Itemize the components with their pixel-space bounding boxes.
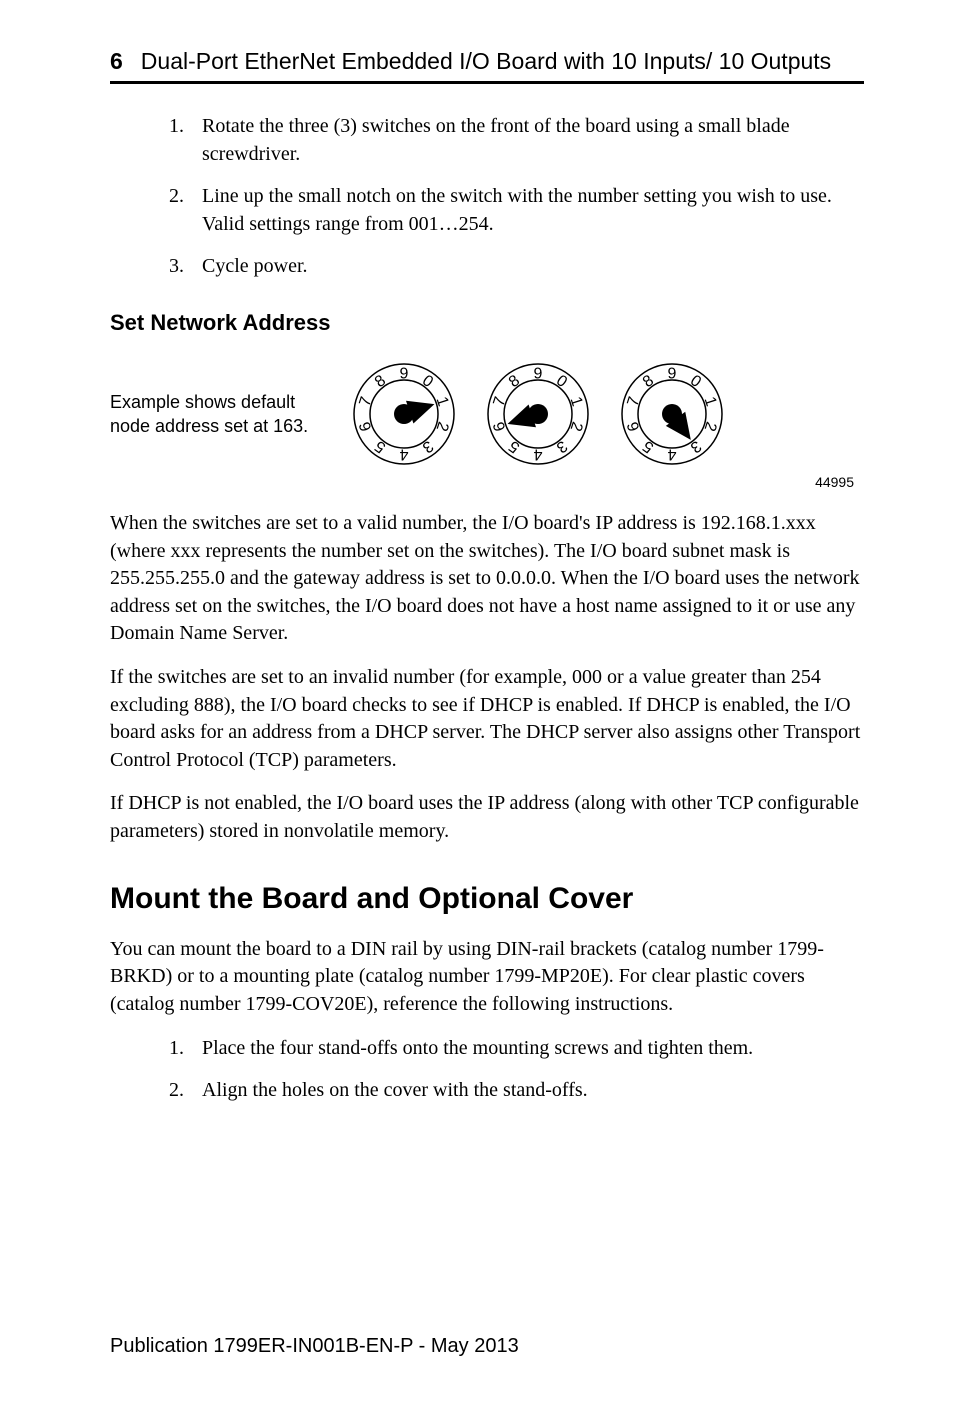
list-item: 1. Place the four stand-offs onto the mou…: [164, 1034, 864, 1062]
svg-text:3: 3: [419, 437, 436, 456]
page-number: 6: [110, 48, 123, 75]
svg-text:1: 1: [433, 395, 452, 409]
svg-text:5: 5: [640, 437, 657, 456]
list-item-text: Rotate the three (3) switches on the fro…: [202, 112, 864, 168]
svg-text:8: 8: [372, 372, 389, 391]
svg-text:6: 6: [490, 419, 509, 433]
dial-figure: Example shows default node address set a…: [110, 360, 864, 468]
list-item-text: Line up the small notch on the switch wi…: [202, 182, 864, 238]
rotary-dial-icon: 0 1 2 345 6 7 89: [618, 360, 726, 468]
svg-text:2: 2: [567, 419, 586, 433]
rotary-dial-icon: 0 1 2 345 6 7 89: [484, 360, 592, 468]
svg-text:2: 2: [433, 419, 452, 433]
list-item-number: 1.: [164, 1034, 184, 1062]
ordered-list-2: 1. Place the four stand-offs onto the mou…: [164, 1034, 864, 1104]
dial-caption-line: Example shows default: [110, 390, 320, 414]
list-item-text: Align the holes on the cover with the st…: [202, 1076, 588, 1104]
list-item: 2. Align the holes on the cover with the …: [164, 1076, 864, 1104]
svg-text:0: 0: [553, 372, 570, 391]
body-paragraph: If the switches are set to an invalid nu…: [110, 664, 864, 774]
svg-text:9: 9: [668, 366, 677, 383]
rotary-dial-icon: 0 1 2 345 6 7 89: [350, 360, 458, 468]
main-heading: Mount the Board and Optional Cover: [110, 882, 864, 916]
list-item-text: Cycle power.: [202, 252, 308, 280]
list-item-number: 2.: [164, 182, 184, 238]
page-header: 6 Dual-Port EtherNet Embedded I/O Board …: [110, 48, 864, 84]
svg-text:7: 7: [624, 395, 643, 409]
svg-text:7: 7: [490, 395, 509, 409]
svg-text:0: 0: [419, 372, 436, 391]
body-paragraph: You can mount the board to a DIN rail by…: [110, 936, 864, 1019]
svg-text:1: 1: [567, 395, 586, 409]
dial-caption-line: node address set at 163.: [110, 414, 320, 438]
list-item-number: 2.: [164, 1076, 184, 1104]
svg-text:4: 4: [667, 446, 676, 463]
publication-footer: Publication 1799ER-IN001B-EN-P - May 201…: [110, 1335, 519, 1358]
list-item: 2. Line up the small notch on the switch …: [164, 182, 864, 238]
section-heading: Set Network Address: [110, 310, 864, 336]
svg-text:2: 2: [701, 419, 720, 433]
body-paragraph: If DHCP is not enabled, the I/O board us…: [110, 790, 864, 845]
svg-text:7: 7: [356, 395, 375, 409]
svg-text:8: 8: [506, 372, 523, 391]
svg-text:1: 1: [701, 395, 720, 409]
list-item-number: 1.: [164, 112, 184, 168]
svg-text:3: 3: [553, 437, 570, 456]
figure-id: 44995: [110, 474, 864, 490]
svg-text:5: 5: [506, 437, 523, 456]
list-item-number: 3.: [164, 252, 184, 280]
svg-text:4: 4: [533, 446, 542, 463]
svg-text:9: 9: [534, 366, 543, 383]
svg-text:6: 6: [624, 419, 643, 433]
svg-text:6: 6: [356, 419, 375, 433]
body-paragraph: When the switches are set to a valid num…: [110, 510, 864, 648]
ordered-list-1: 1. Rotate the three (3) switches on the f…: [164, 112, 864, 280]
header-title: Dual-Port EtherNet Embedded I/O Board wi…: [141, 48, 831, 75]
svg-text:3: 3: [687, 437, 704, 456]
svg-text:8: 8: [640, 372, 657, 391]
list-item: 3. Cycle power.: [164, 252, 864, 280]
list-item-text: Place the four stand-offs onto the mount…: [202, 1034, 753, 1062]
svg-text:5: 5: [372, 437, 389, 456]
list-item: 1. Rotate the three (3) switches on the f…: [164, 112, 864, 168]
svg-text:4: 4: [399, 446, 408, 463]
dial-group: 012345678901234567890123456789: [350, 360, 726, 468]
dial-caption: Example shows default node address set a…: [110, 390, 320, 439]
svg-text:9: 9: [400, 366, 409, 383]
svg-text:0: 0: [687, 372, 704, 391]
